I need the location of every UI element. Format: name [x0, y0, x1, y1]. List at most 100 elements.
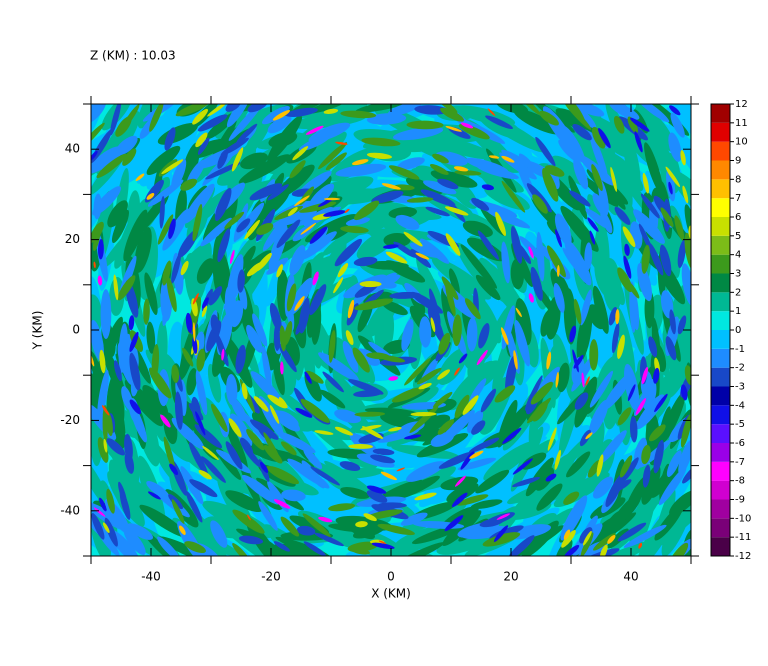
- field-blob: [623, 255, 632, 279]
- field-blob: [483, 441, 535, 481]
- field-blob: [269, 405, 280, 424]
- field-blob: [314, 532, 344, 547]
- field-blob: [573, 298, 582, 325]
- field-blob: [363, 513, 377, 522]
- colorbar-swatch: [711, 367, 730, 387]
- field-blob: [171, 364, 180, 383]
- field-blob: [355, 521, 368, 528]
- field-blob: [221, 348, 225, 361]
- field-blob: [637, 263, 652, 302]
- y-tick-label: -40: [60, 503, 80, 517]
- field-blob: [259, 461, 269, 473]
- field-blob: [669, 309, 676, 335]
- field-blob: [273, 410, 300, 432]
- field-blob: [371, 190, 404, 204]
- field-blob: [171, 253, 181, 284]
- x-tick-label: -20: [261, 570, 281, 584]
- field-blob: [361, 137, 401, 147]
- field-blob: [678, 439, 691, 475]
- field-blob: [573, 157, 589, 190]
- field-blob: [534, 467, 555, 491]
- field-blob: [226, 104, 251, 128]
- field-blob: [502, 427, 522, 444]
- field-blob: [579, 527, 593, 544]
- field-blob: [591, 126, 606, 149]
- field-blob: [337, 263, 349, 278]
- colorbar-label: 0: [735, 325, 741, 336]
- field-blob: [514, 320, 530, 367]
- field-blob: [340, 487, 370, 499]
- colorbar-label: 2: [735, 287, 741, 298]
- field-blob: [444, 206, 469, 216]
- field-blob: [289, 245, 306, 276]
- field-blob: [241, 474, 280, 505]
- field-blob: [106, 438, 126, 456]
- field-blob: [200, 217, 232, 247]
- field-blob: [418, 382, 432, 390]
- field-blob: [162, 208, 190, 251]
- contour-field: [91, 104, 691, 556]
- field-blob: [97, 275, 103, 286]
- field-blob: [563, 491, 580, 505]
- field-blob: [609, 104, 640, 120]
- field-blob: [468, 437, 500, 453]
- field-blob: [266, 257, 289, 275]
- field-blob: [301, 460, 325, 489]
- field-blob: [636, 394, 665, 430]
- field-blob: [483, 305, 511, 361]
- field-blob: [573, 104, 605, 117]
- field-blob: [201, 456, 226, 483]
- field-blob: [388, 427, 402, 432]
- field-blob: [255, 189, 290, 222]
- field-blob: [345, 217, 371, 226]
- colorbar-label: 7: [735, 193, 741, 204]
- colorbar-swatch: [711, 198, 730, 217]
- field-blob: [591, 164, 603, 191]
- field-blob: [99, 349, 106, 374]
- field-blob: [325, 469, 361, 493]
- field-blob: [292, 146, 309, 161]
- field-blob: [100, 289, 112, 340]
- field-blob: [359, 281, 382, 288]
- field-blob: [488, 155, 500, 159]
- colorbar-swatch: [711, 217, 730, 236]
- colorbar-label: 8: [735, 174, 741, 185]
- field-blob: [91, 352, 95, 367]
- field-blob: [309, 226, 328, 244]
- field-blob: [635, 104, 665, 139]
- colorbar-label: -5: [735, 419, 745, 430]
- field-blob: [352, 159, 369, 166]
- field-blob: [300, 222, 317, 235]
- field-blob: [563, 544, 580, 556]
- colorbar-swatch: [711, 330, 730, 349]
- field-blob: [605, 472, 626, 507]
- field-blob: [180, 178, 198, 191]
- x-tick-label: 0: [387, 570, 395, 584]
- field-blob: [610, 166, 617, 192]
- field-blob: [91, 146, 122, 174]
- field-blob: [658, 467, 687, 506]
- colorbar-label: 1: [735, 306, 741, 317]
- field-blob: [414, 105, 449, 115]
- field-blob: [334, 426, 354, 436]
- field-blob: [238, 154, 291, 184]
- field-blob: [124, 433, 133, 462]
- field-blob: [210, 314, 220, 334]
- field-blob: [101, 405, 110, 416]
- field-blob: [360, 424, 382, 431]
- field-blob: [252, 313, 268, 347]
- field-blob: [169, 463, 179, 476]
- field-blob: [180, 466, 204, 505]
- colorbar-label: -1: [735, 344, 745, 355]
- field-blob: [388, 207, 418, 219]
- field-blob: [460, 122, 474, 129]
- field-blob: [207, 363, 222, 403]
- field-blob: [258, 501, 278, 531]
- field-blob: [276, 264, 283, 278]
- field-blob: [641, 366, 649, 385]
- field-blob: [627, 384, 636, 402]
- field-blob: [246, 520, 281, 556]
- colorbar-swatch: [711, 537, 730, 556]
- field-blob: [481, 260, 528, 320]
